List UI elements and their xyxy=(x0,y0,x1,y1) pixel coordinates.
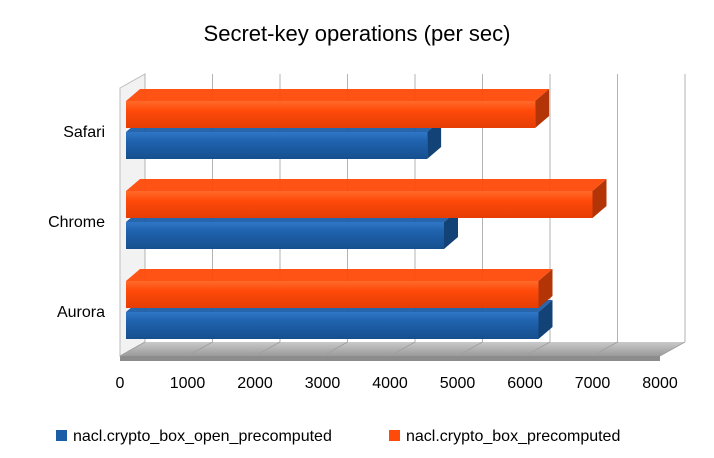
bar-end xyxy=(535,89,550,128)
bar xyxy=(126,179,607,218)
category-label: Chrome xyxy=(48,214,105,231)
legend-swatch-series-0 xyxy=(56,430,67,441)
bar-front xyxy=(126,281,539,308)
category-label: Safari xyxy=(63,124,105,141)
gridline-floor xyxy=(659,341,686,357)
x-tick-label: 8000 xyxy=(642,375,678,392)
gridline-floor xyxy=(389,341,416,357)
gridline-floor xyxy=(457,341,483,357)
x-tick-label: 4000 xyxy=(372,375,408,392)
gridline-floor xyxy=(254,341,281,357)
x-tick-label: 1000 xyxy=(170,375,206,392)
bar-front xyxy=(126,191,593,218)
x-tick-label: 2000 xyxy=(237,375,273,392)
x-tick-label: 0 xyxy=(116,375,125,392)
x-tick-label: 3000 xyxy=(305,375,341,392)
gridline-floor xyxy=(322,341,348,357)
bar-front xyxy=(126,132,428,159)
chart-title: Secret-key operations (per sec) xyxy=(204,21,511,46)
bar-end xyxy=(444,210,458,249)
x-tick-label: 5000 xyxy=(440,375,476,392)
y-axis-categories: Aurora Chrome Safari xyxy=(48,124,105,321)
bar-top xyxy=(126,179,607,191)
legend-label-series-0: nacl.crypto_box_open_precomputed xyxy=(73,428,332,445)
category-label: Aurora xyxy=(57,304,105,321)
bar-end xyxy=(592,179,607,218)
x-tick-label: 7000 xyxy=(575,375,611,392)
bar-front xyxy=(126,312,539,339)
bar xyxy=(126,89,550,128)
bar-front xyxy=(126,222,444,249)
x-tick-label: 6000 xyxy=(507,375,543,392)
gridline-floor xyxy=(524,341,551,357)
legend-label-series-1: nacl.crypto_box_precomputed xyxy=(406,428,620,445)
bar-end xyxy=(538,269,553,308)
x-axis-ticks: 0 1000 2000 3000 4000 5000 6000 7000 8000 xyxy=(116,375,678,392)
gridline-floor xyxy=(187,341,213,357)
gridline-floor xyxy=(119,341,146,357)
bars xyxy=(126,89,607,339)
bar xyxy=(126,269,553,308)
floor-edge xyxy=(120,356,660,361)
bar-top xyxy=(126,89,550,101)
bar-end xyxy=(427,120,442,159)
bar-front xyxy=(126,101,536,128)
legend: nacl.crypto_box_open_precomputed nacl.cr… xyxy=(56,428,620,445)
bar-end xyxy=(538,300,553,339)
bar-top xyxy=(126,269,553,281)
gridline-floor xyxy=(592,341,618,357)
legend-swatch-series-1 xyxy=(389,430,400,441)
